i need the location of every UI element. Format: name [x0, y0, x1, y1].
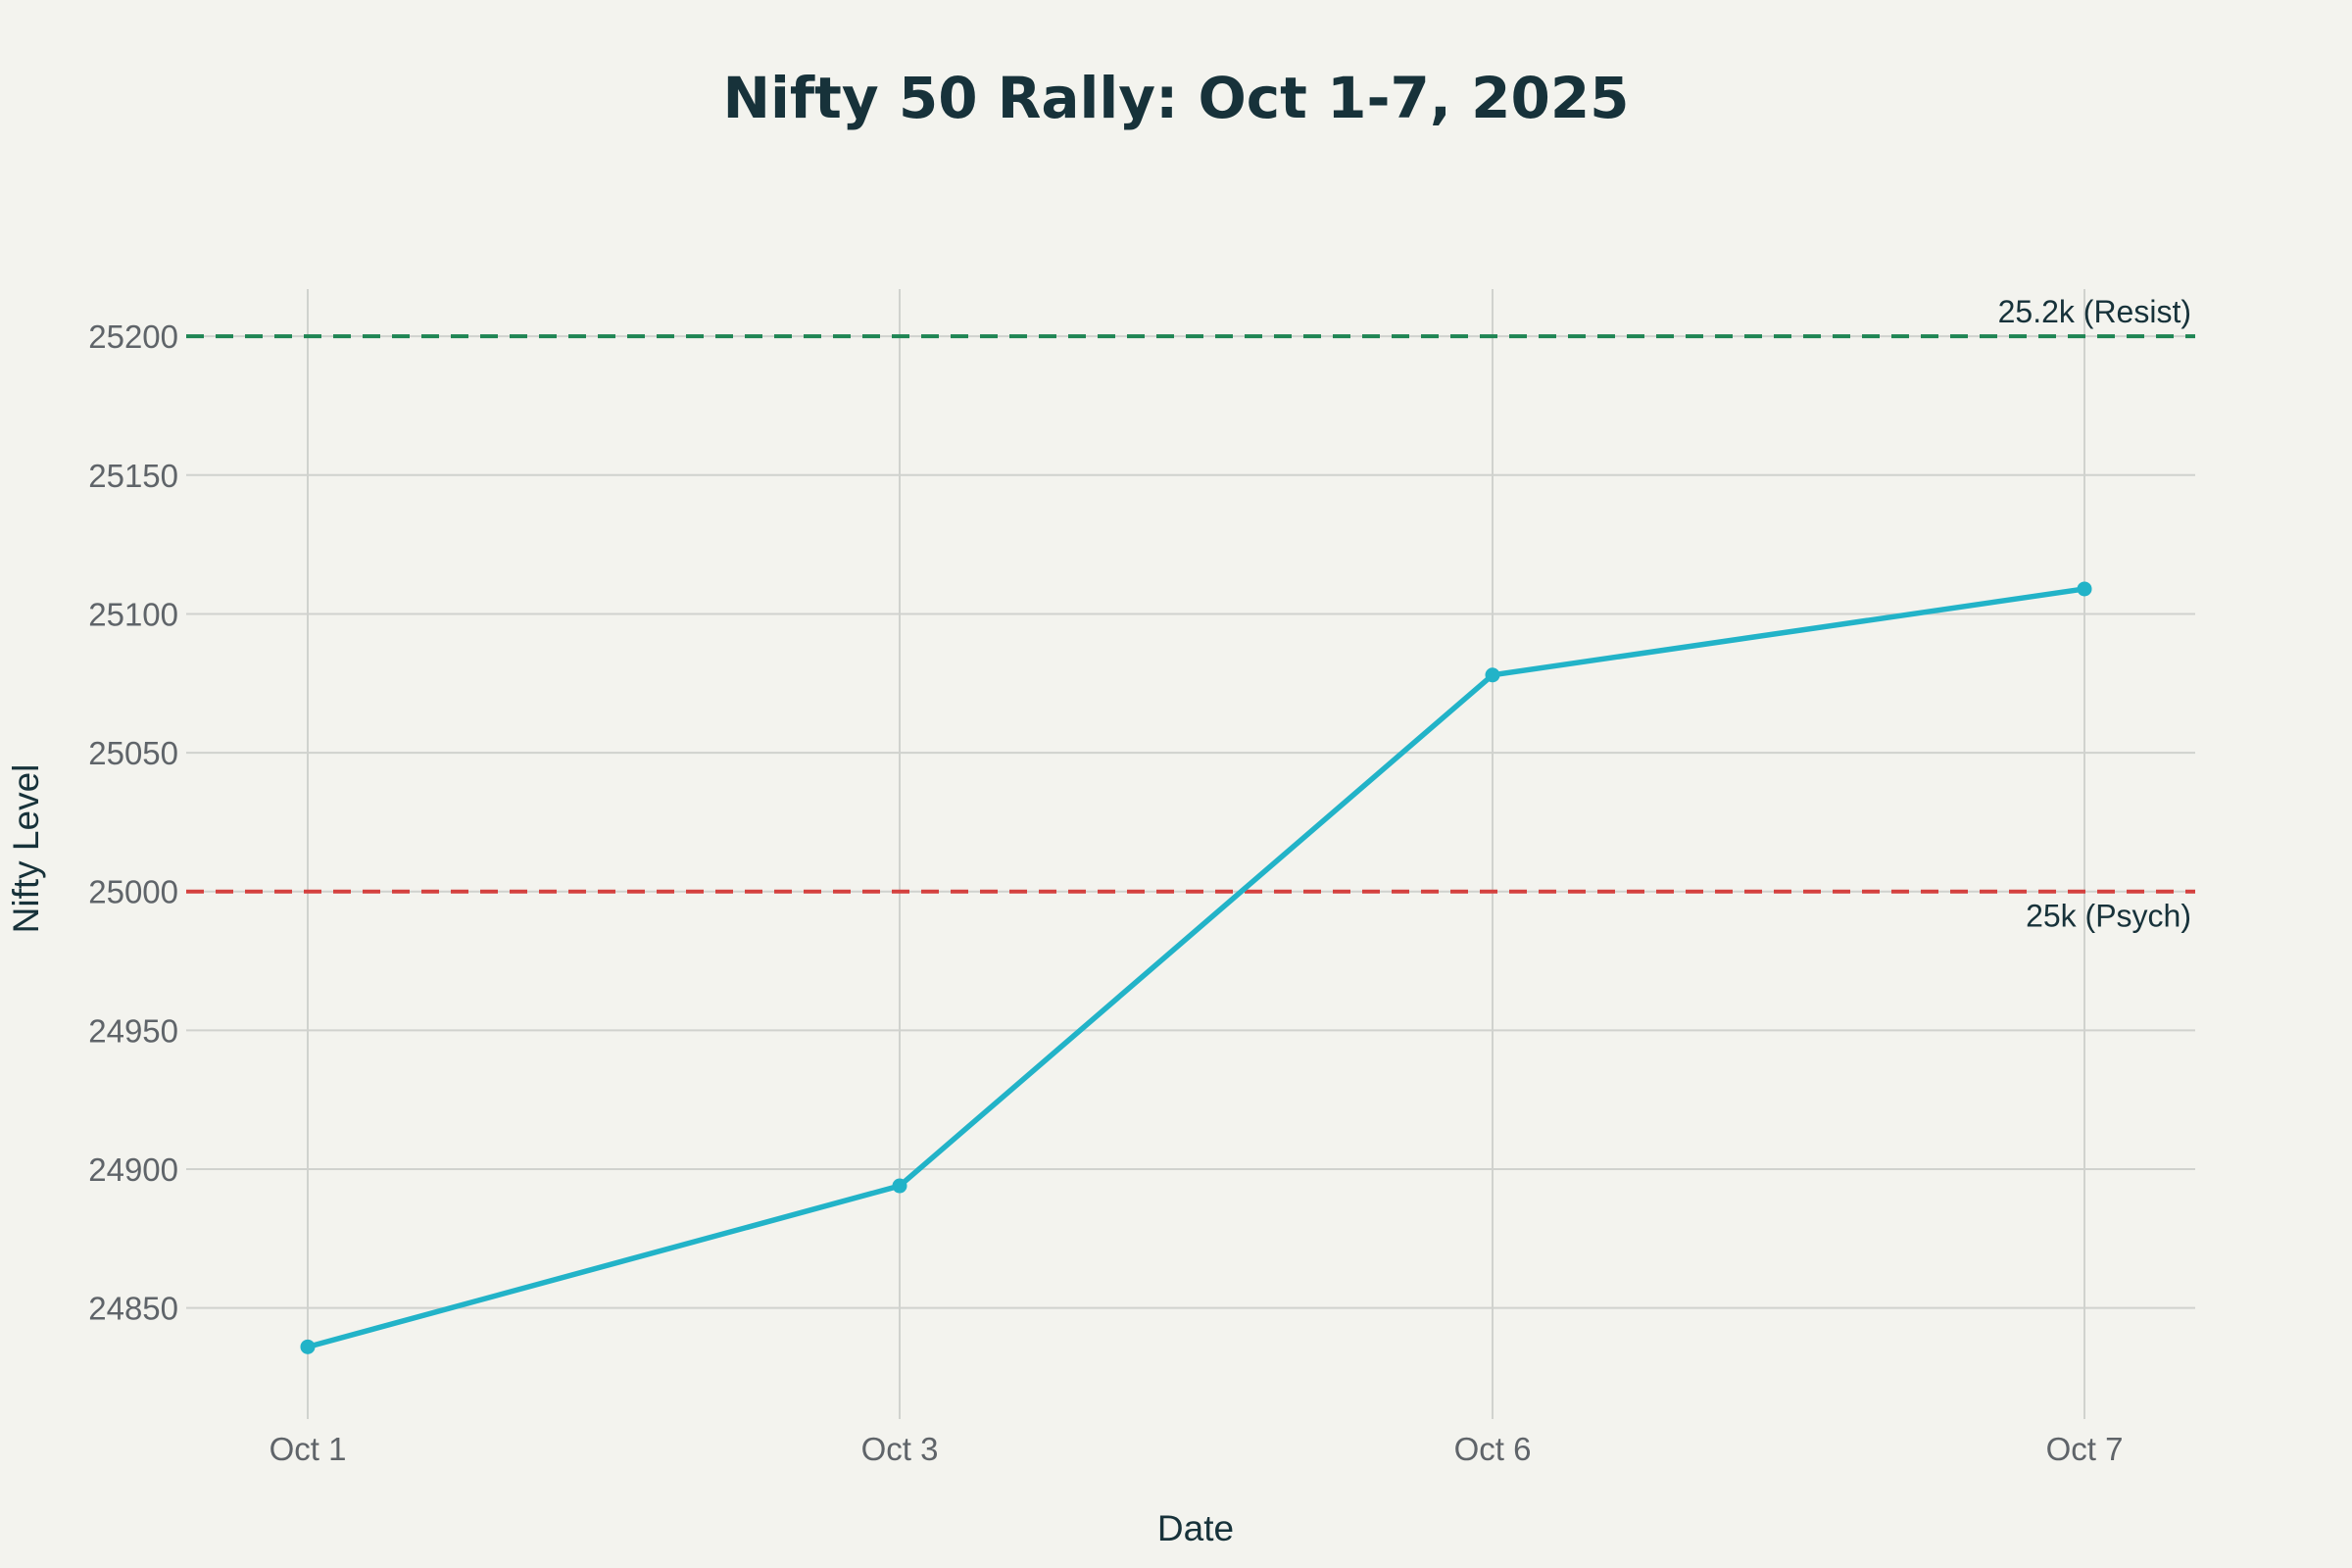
chart-title: Nifty 50 Rally: Oct 1-7, 2025 [722, 65, 1629, 131]
gridlines [186, 289, 2195, 1419]
reference-lines: 25.2k (Resist) 25k (Psych) [186, 294, 2195, 934]
y-tick-label: 25150 [88, 458, 178, 494]
data-point[interactable] [1485, 667, 1500, 683]
y-tick-label: 25100 [88, 596, 178, 632]
y-tick-label: 25200 [88, 318, 178, 355]
data-point[interactable] [2077, 581, 2092, 597]
y-tick-label: 24900 [88, 1152, 178, 1188]
x-tick-label: Oct 1 [270, 1431, 347, 1467]
y-tick-label: 24950 [88, 1012, 178, 1049]
data-point[interactable] [300, 1339, 316, 1354]
x-tick-label: Oct 7 [2046, 1431, 2124, 1467]
y-axis-ticks: 24850 24900 24950 25000 25050 25100 25150 25200 [88, 318, 178, 1327]
reference-line-label: 25.2k (Resist) [1998, 294, 2191, 329]
series-line [305, 586, 2087, 1350]
x-axis-ticks: Oct 1 Oct 3 Oct 6 Oct 7 [270, 1431, 2124, 1467]
x-tick-label: Oct 6 [1454, 1431, 1532, 1467]
y-tick-label: 24850 [88, 1291, 178, 1327]
y-tick-label: 25000 [88, 874, 178, 910]
x-tick-label: Oct 3 [861, 1431, 939, 1467]
series-layer [300, 581, 2092, 1354]
y-axis-title: Nifty Level [6, 764, 46, 934]
reference-line-label: 25k (Psych) [2026, 899, 2191, 934]
data-point[interactable] [892, 1178, 907, 1194]
x-axis-title: Date [1157, 1508, 1234, 1548]
y-tick-label: 25050 [88, 735, 178, 771]
